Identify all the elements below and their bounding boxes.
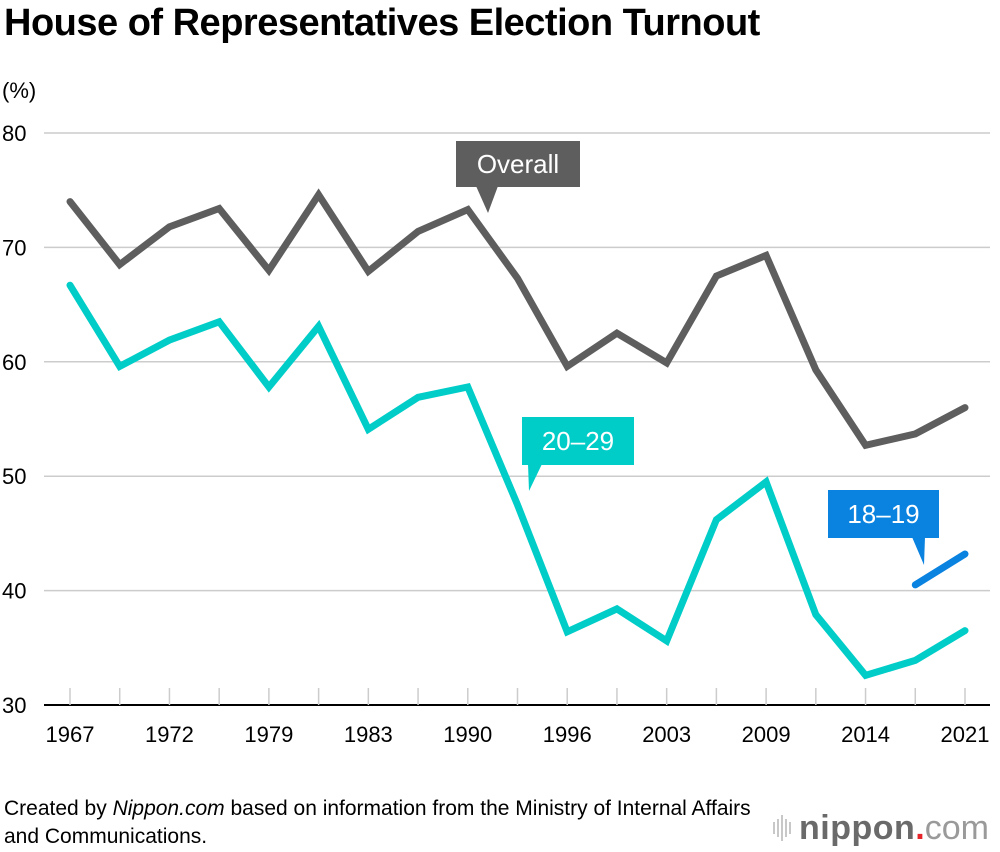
series-line-20-29 [66, 281, 969, 680]
x-tick-label-1972: 1972 [145, 722, 194, 747]
x-tick-label-2003: 2003 [642, 722, 691, 747]
x-tick-label-1979: 1979 [244, 722, 293, 747]
callout-label: 18–19 [847, 499, 919, 529]
callout-box [828, 490, 939, 538]
logo-word: nippon [799, 808, 916, 847]
source-caption: Created by Nippon.com based on informati… [4, 795, 764, 851]
callout-pointer [912, 537, 925, 565]
chart-title: House of Representatives Election Turnou… [4, 2, 760, 44]
x-ticks: 1967 1972 1979 1983 1990 1996 2003 2009 2014 2021 [46, 688, 990, 747]
x-tick-label-1967: 1967 [46, 722, 95, 747]
y-tick-label-60: 60 [2, 350, 26, 375]
x-tick-label-2014: 2014 [841, 722, 890, 747]
y-tick-label-30: 30 [2, 693, 26, 718]
y-tick-labels: 30 40 50 60 70 80 [2, 121, 26, 718]
y-tick-label-70: 70 [2, 235, 26, 260]
series-line-overall [66, 188, 969, 450]
x-tick-label-1996: 1996 [543, 722, 592, 747]
caption-source: Nippon.com [112, 797, 225, 820]
callout-pointer [528, 464, 542, 491]
series-line-18-19 [911, 550, 969, 589]
sound-bars-icon [773, 815, 791, 841]
callout-box [456, 141, 580, 187]
callout-pointer [476, 186, 498, 213]
x-tick-label-2009: 2009 [742, 722, 791, 747]
y-tick-label-80: 80 [2, 121, 26, 146]
callout-label: Overall [477, 149, 559, 179]
series-callouts: Overall 20–29 18–19 [456, 141, 939, 565]
callout-box [522, 417, 634, 465]
caption-suffix: based on information from the Ministry o… [4, 797, 751, 848]
callout-18-19: 18–19 [828, 490, 939, 565]
callout-20-29: 20–29 [522, 417, 634, 491]
caption-prefix: Created by [4, 797, 113, 820]
logo-tld: com [924, 808, 989, 847]
x-tick-label-2021: 2021 [941, 722, 990, 747]
callout-overall: Overall [456, 141, 580, 213]
x-tick-label-1983: 1983 [344, 722, 393, 747]
callout-label: 20–29 [542, 426, 614, 456]
nippon-logo: nippon. com [773, 808, 989, 848]
series-lines [66, 188, 969, 680]
y-tick-label-40: 40 [2, 579, 26, 604]
y-axis-unit-label: (%) [2, 78, 37, 103]
logo-dot: . [915, 808, 925, 847]
x-tick-label-1990: 1990 [443, 722, 492, 747]
y-tick-label-50: 50 [2, 464, 26, 489]
line-chart: 30 40 50 60 70 80 1967 1972 1979 1983 1990 1996 200… [2, 121, 990, 747]
